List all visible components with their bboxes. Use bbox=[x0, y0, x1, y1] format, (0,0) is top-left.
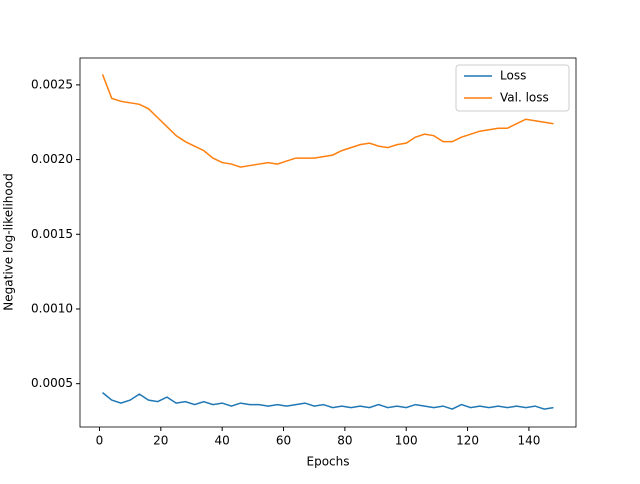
x-tick-label: 60 bbox=[276, 434, 291, 448]
legend-label: Val. loss bbox=[500, 91, 549, 105]
x-axis-label: Epochs bbox=[307, 455, 350, 469]
y-tick-label: 0.0015 bbox=[31, 227, 73, 241]
y-tick-label: 0.0020 bbox=[31, 152, 73, 166]
x-tick-label: 120 bbox=[456, 434, 479, 448]
x-tick-label: 80 bbox=[337, 434, 352, 448]
plot-frame bbox=[79, 57, 577, 428]
series-line bbox=[101, 74, 554, 168]
x-tick-label: 20 bbox=[153, 434, 168, 448]
y-tick-label: 0.0025 bbox=[31, 77, 73, 91]
y-axis-label: Negative log-likelihood bbox=[2, 173, 16, 310]
x-tick-label: 40 bbox=[215, 434, 230, 448]
x-tick-label: 0 bbox=[96, 434, 104, 448]
y-tick-label: 0.0010 bbox=[31, 301, 73, 315]
x-tick-label: 100 bbox=[395, 434, 418, 448]
legend-label: Loss bbox=[500, 69, 526, 83]
series-line bbox=[102, 392, 554, 410]
x-tick-label: 140 bbox=[517, 434, 540, 448]
y-tick-label: 0.0005 bbox=[31, 376, 73, 390]
